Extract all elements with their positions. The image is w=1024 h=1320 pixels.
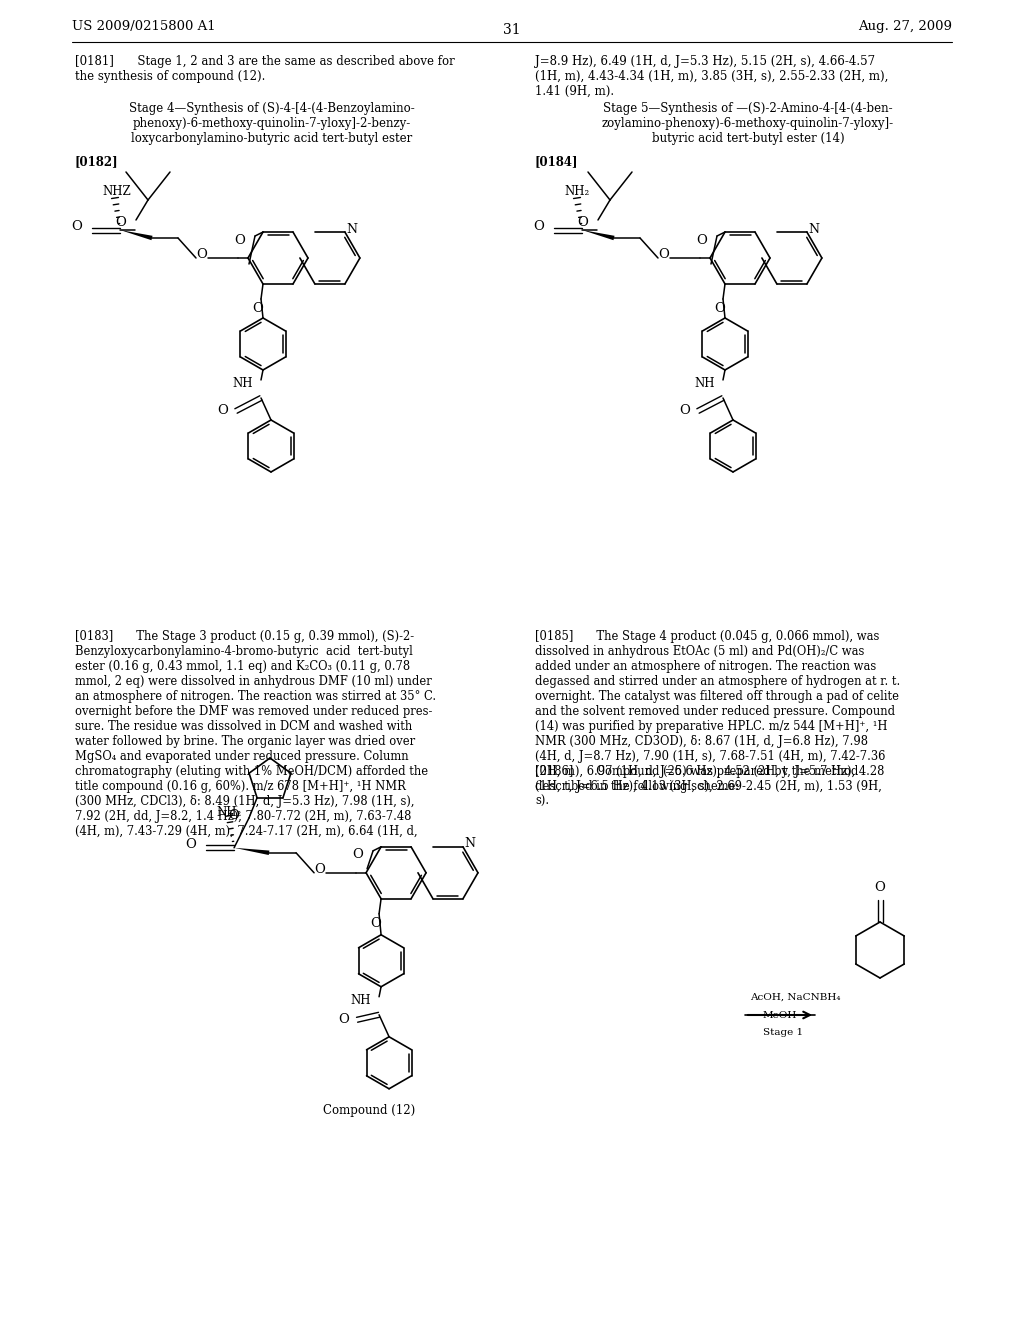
Text: N: N	[808, 223, 819, 235]
Text: O: O	[234, 234, 245, 247]
Text: [0184]: [0184]	[535, 154, 579, 168]
Text: [0185]  The Stage 4 product (0.045 g, 0.066 mmol), was
dissolved in anhydrous Et: [0185] The Stage 4 product (0.045 g, 0.0…	[535, 630, 900, 808]
Text: O: O	[314, 863, 325, 876]
Text: J=8.9 Hz), 6.49 (1H, d, J=5.3 Hz), 5.15 (2H, s), 4.66-4.57
(1H, m), 4.43-4.34 (1: J=8.9 Hz), 6.49 (1H, d, J=5.3 Hz), 5.15 …	[535, 55, 889, 98]
Text: 31: 31	[503, 22, 521, 37]
Text: O: O	[196, 248, 207, 261]
Text: O: O	[371, 917, 382, 929]
Text: NHZ: NHZ	[102, 185, 131, 198]
Text: O: O	[696, 234, 707, 247]
Text: NH: NH	[232, 378, 253, 391]
Text: O: O	[185, 838, 196, 851]
Text: O: O	[578, 215, 588, 228]
Text: [0186]  Compound (25) was prepared by the method
described in the following sche: [0186] Compound (25) was prepared by the…	[535, 766, 858, 793]
Text: O: O	[658, 248, 669, 261]
Text: [0183]  The Stage 3 product (0.15 g, 0.39 mmol), (S)-2-
Benzyloxycarbonylamino-4: [0183] The Stage 3 product (0.15 g, 0.39…	[75, 630, 436, 838]
Text: O: O	[715, 302, 725, 315]
Text: US 2009/0215800 A1: US 2009/0215800 A1	[72, 20, 216, 33]
Text: NH₂: NH₂	[216, 805, 242, 818]
Text: Compound (12): Compound (12)	[323, 1104, 415, 1117]
Text: Aug. 27, 2009: Aug. 27, 2009	[858, 20, 952, 33]
Text: O: O	[115, 215, 126, 228]
Text: N: N	[464, 837, 475, 850]
Text: O: O	[217, 404, 228, 417]
Text: O: O	[253, 302, 263, 315]
Text: Stage 5—Synthesis of —(S)-2-Amino-4-[4-(4-ben-
zoylamino-phenoxy)-6-methoxy-quin: Stage 5—Synthesis of —(S)-2-Amino-4-[4-(…	[602, 102, 894, 145]
Text: O: O	[228, 809, 239, 822]
Text: NH: NH	[694, 378, 715, 391]
Text: [0182]: [0182]	[75, 154, 119, 168]
Polygon shape	[120, 230, 153, 240]
Text: Stage 4—Synthesis of (S)-4-[4-(4-Benzoylamino-
phenoxy)-6-methoxy-quinolin-7-ylo: Stage 4—Synthesis of (S)-4-[4-(4-Benzoyl…	[129, 102, 415, 145]
Text: N: N	[346, 223, 357, 235]
Text: Stage 1: Stage 1	[763, 1028, 803, 1038]
Text: O: O	[71, 220, 82, 234]
Text: NH₂: NH₂	[564, 185, 589, 198]
Text: NH: NH	[350, 994, 371, 1007]
Text: [0181]  Stage 1, 2 and 3 are the same as described above for
the synthesis of co: [0181] Stage 1, 2 and 3 are the same as …	[75, 55, 455, 83]
Text: MeOH: MeOH	[763, 1011, 798, 1019]
Text: O: O	[679, 404, 690, 417]
Polygon shape	[582, 230, 614, 240]
Text: O: O	[534, 220, 544, 234]
Text: AcOH, NaCNBH₄: AcOH, NaCNBH₄	[750, 993, 841, 1002]
Text: O: O	[352, 849, 364, 862]
Text: O: O	[874, 880, 886, 894]
Polygon shape	[234, 847, 269, 855]
Text: O: O	[338, 1014, 349, 1026]
